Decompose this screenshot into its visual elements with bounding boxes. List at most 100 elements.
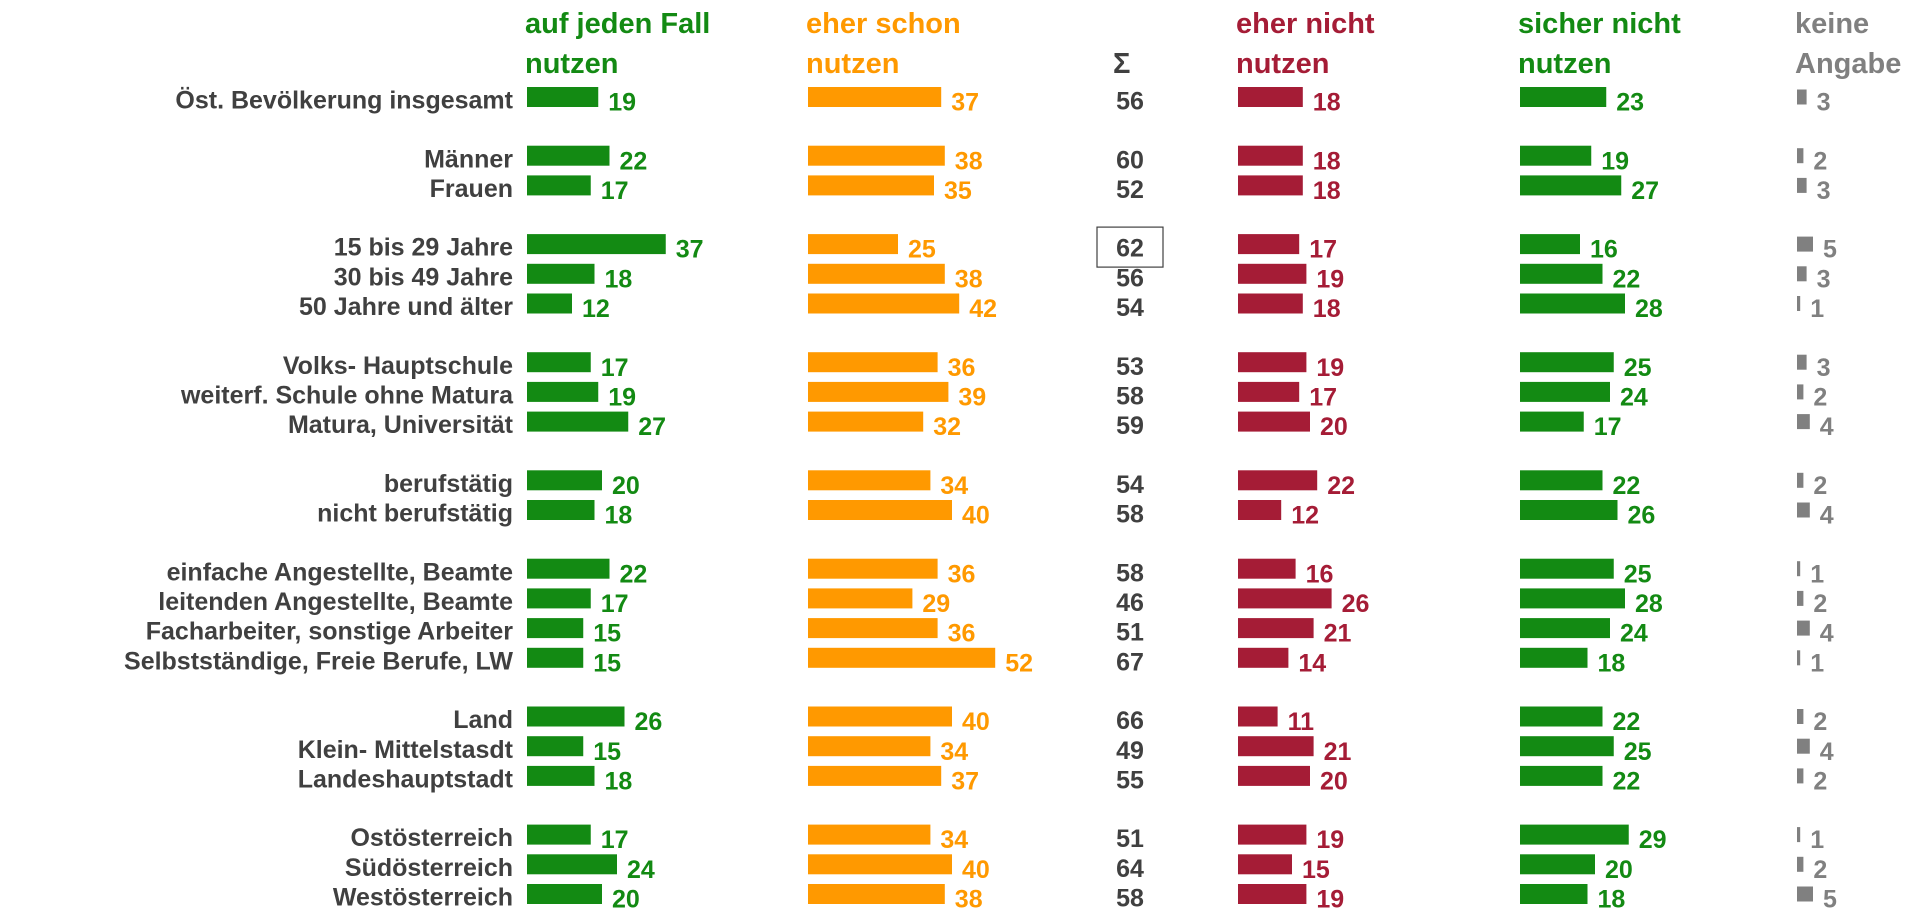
bar: [527, 706, 625, 727]
value-label: 5: [1823, 236, 1837, 264]
value-label: 17: [1309, 236, 1337, 264]
value-label: 42: [969, 295, 997, 323]
bar: [527, 145, 610, 166]
value-label: 19: [608, 89, 636, 117]
column-header: auf jeden Fall nutzen: [525, 8, 711, 80]
value-label: 40: [962, 502, 990, 530]
bar: [527, 824, 591, 845]
sum-label: 58: [1116, 885, 1144, 908]
value-label: 19: [1316, 826, 1344, 854]
category-label: leitenden Angestellte, Beamte: [158, 588, 513, 616]
bar: [1520, 234, 1580, 255]
highlight-box: [1096, 226, 1164, 268]
value-label: 5: [1823, 886, 1837, 908]
bar: [1520, 647, 1588, 668]
value-label: 38: [955, 886, 983, 908]
value-label: 2: [1813, 856, 1827, 884]
sum-label: 56: [1116, 264, 1144, 292]
value-label: 3: [1817, 354, 1831, 382]
value-label: 21: [1324, 738, 1352, 766]
sum-label: 52: [1116, 176, 1144, 204]
sum-label: 54: [1116, 471, 1144, 499]
category-label: 30 bis 49 Jahre: [334, 263, 513, 291]
sum-label: 64: [1116, 855, 1144, 883]
bar: [1238, 588, 1332, 609]
bar: [527, 87, 599, 107]
value-label: 32: [933, 413, 961, 441]
bar: [1238, 824, 1307, 845]
value-label: 24: [1620, 384, 1648, 412]
bar: [1238, 854, 1292, 875]
bar: [1520, 824, 1629, 845]
value-label: 2: [1813, 472, 1827, 500]
bar: [1797, 650, 1801, 666]
bar: [1520, 263, 1603, 284]
value-label: 25: [908, 236, 936, 264]
value-label: 2: [1813, 147, 1827, 175]
value-label: 38: [955, 265, 983, 293]
bar: [808, 293, 960, 314]
bar: [1520, 884, 1588, 904]
bar: [1238, 500, 1282, 520]
bar: [527, 647, 584, 668]
value-label: 27: [1631, 177, 1659, 205]
value-label: 29: [922, 590, 950, 618]
value-label: 26: [1628, 502, 1656, 530]
bar: [1520, 381, 1610, 402]
bar: [1797, 266, 1807, 282]
bar: [1238, 234, 1300, 255]
bar: [1238, 884, 1307, 904]
bar: [527, 411, 629, 432]
value-label: 17: [601, 590, 629, 618]
sum-label: 67: [1116, 648, 1144, 676]
bar: [808, 263, 945, 284]
value-label: 4: [1820, 413, 1834, 441]
value-label: 22: [1327, 472, 1355, 500]
value-label: 1: [1810, 649, 1824, 677]
category-label: Öst. Bevölkerung insgesamt: [175, 86, 513, 115]
value-label: 28: [1635, 295, 1663, 323]
value-label: 1: [1810, 560, 1824, 588]
bar: [1520, 145, 1592, 166]
value-label: 22: [1613, 265, 1641, 293]
value-label: 23: [1616, 89, 1644, 117]
value-label: 3: [1817, 177, 1831, 205]
column-header: eher schon nutzen: [806, 8, 961, 80]
value-label: 15: [593, 738, 621, 766]
bar: [1797, 384, 1804, 400]
column-header: Σ: [1113, 48, 1131, 80]
sum-label: 58: [1116, 383, 1144, 411]
value-label: 36: [948, 354, 976, 382]
value-label: 28: [1635, 590, 1663, 618]
value-label: 21: [1324, 620, 1352, 648]
value-label: 2: [1813, 590, 1827, 618]
value-label: 18: [605, 768, 633, 796]
bar: [808, 87, 942, 107]
value-label: 27: [638, 413, 666, 441]
category-label: Selbstständige, Freie Berufe, LW: [124, 647, 513, 675]
value-label: 19: [1316, 265, 1344, 293]
bar: [527, 736, 584, 757]
bar: [808, 145, 945, 166]
value-label: 20: [1605, 856, 1633, 884]
bar: [1238, 381, 1300, 402]
value-label: 36: [948, 620, 976, 648]
value-label: 18: [1313, 89, 1341, 117]
value-label: 37: [951, 768, 979, 796]
bar: [1238, 352, 1307, 373]
value-label: 20: [612, 472, 640, 500]
bar: [1520, 175, 1622, 196]
bar: [1238, 706, 1278, 727]
value-label: 14: [1298, 649, 1326, 677]
value-label: 24: [627, 856, 655, 884]
bar: [808, 765, 942, 786]
bar: [1238, 558, 1296, 579]
category-label: berufstätig: [384, 470, 513, 498]
value-label: 18: [1598, 886, 1626, 908]
sum-label: 51: [1116, 825, 1144, 853]
value-label: 19: [1601, 147, 1629, 175]
value-label: 22: [620, 147, 648, 175]
bar: [1520, 618, 1610, 639]
